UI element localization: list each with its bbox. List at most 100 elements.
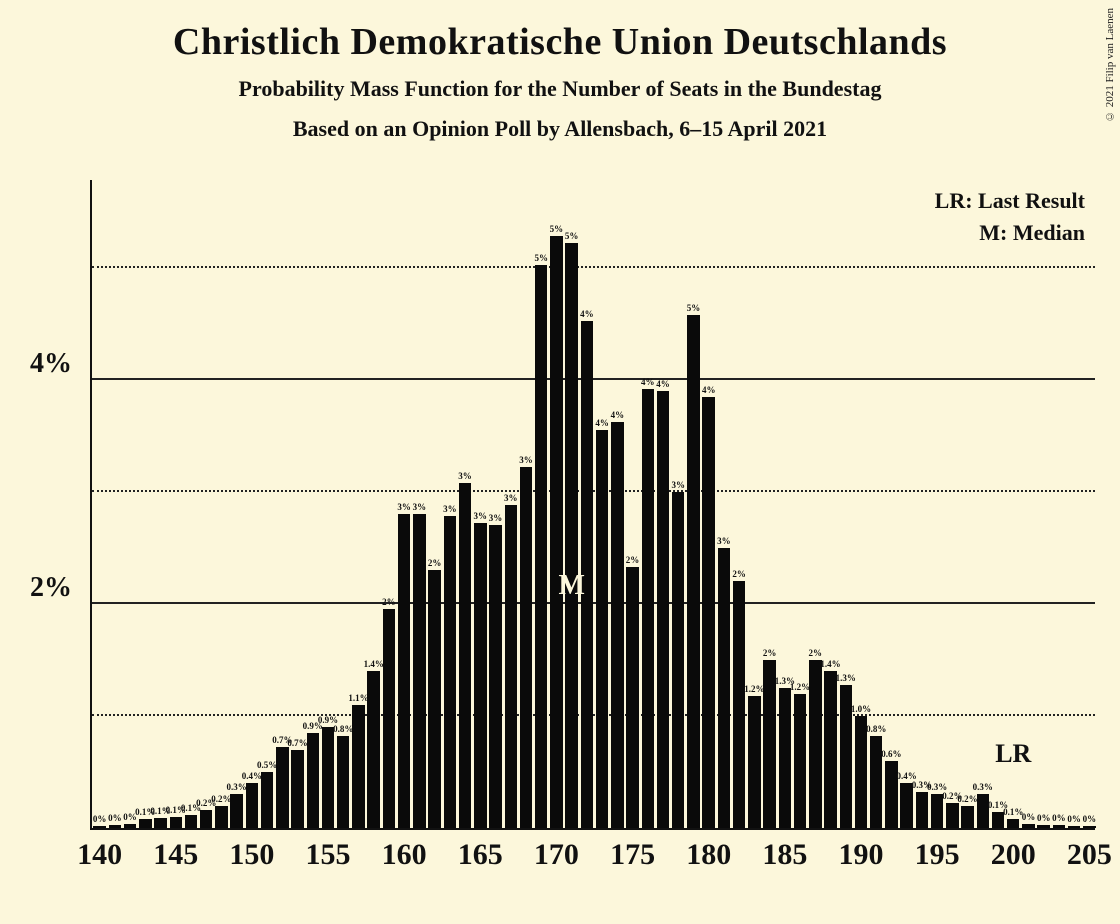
bar: 4% — [657, 391, 669, 828]
bar-value-label: 3% — [458, 471, 472, 481]
bar-value-label: 0.6% — [881, 749, 901, 759]
bar: 0.1% — [154, 818, 166, 828]
bar-value-label: 3% — [504, 493, 518, 503]
bar: 1.2% — [748, 696, 760, 828]
bar-value-label: 0.4% — [242, 771, 262, 781]
bar: 3% — [459, 483, 471, 828]
copyright-text: © 2021 Filip van Laenen — [1104, 8, 1116, 122]
bar: 2% — [809, 660, 821, 828]
x-tick-label: 155 — [306, 838, 351, 872]
bar: 0.2% — [200, 810, 212, 828]
bar-value-label: 0.1% — [1003, 807, 1023, 817]
bar: 0.7% — [291, 750, 303, 828]
bar: 2% — [428, 570, 440, 828]
bar-value-label: 0.8% — [333, 724, 353, 734]
bar: 0.7% — [276, 747, 288, 828]
bar: 0.9% — [307, 733, 319, 828]
bar-value-label: 1.4% — [364, 659, 384, 669]
bar-value-label: 5% — [534, 253, 548, 263]
bar-value-label: 0% — [1037, 813, 1051, 823]
bar-value-label: 2% — [732, 569, 746, 579]
bar-value-label: 0% — [1067, 814, 1081, 824]
bar: 3% — [474, 523, 486, 828]
bar-value-label: 3% — [717, 536, 731, 546]
bars-container: 0%0%0%0.1%0.1%0.1%0.1%0.2%0.2%0.3%0.4%0.… — [92, 180, 1095, 828]
main-title: Christlich Demokratische Union Deutschla… — [0, 20, 1120, 64]
bar-value-label: 0.7% — [287, 738, 307, 748]
bar: 4% — [581, 321, 593, 828]
bar-value-label: 5% — [687, 303, 701, 313]
bar: 3% — [444, 516, 456, 828]
bar: 0.4% — [246, 783, 258, 828]
bar: 4% — [702, 397, 714, 828]
bar: 3% — [505, 505, 517, 828]
bar-value-label: 1.2% — [790, 682, 810, 692]
bar: 1.2% — [794, 694, 806, 828]
x-tick-label: 145 — [153, 838, 198, 872]
subtitle-1: Probability Mass Function for the Number… — [0, 76, 1120, 102]
bar-value-label: 0.2% — [211, 794, 231, 804]
titles-block: Christlich Demokratische Union Deutschla… — [0, 0, 1120, 142]
bar-value-label: 4% — [656, 379, 670, 389]
bar: 0.1% — [139, 819, 151, 828]
bar-value-label: 3% — [443, 504, 457, 514]
bar-value-label: 4% — [595, 418, 609, 428]
bar-value-label: 4% — [641, 377, 655, 387]
bar-value-label: 0.5% — [257, 760, 277, 770]
bar: 2% — [383, 609, 395, 828]
bar-value-label: 1.0% — [851, 704, 871, 714]
y-tick-label: 4% — [30, 348, 72, 380]
bar-value-label: 0% — [1022, 812, 1036, 822]
x-tick-label: 200 — [991, 838, 1036, 872]
bar: 0.1% — [185, 815, 197, 828]
bar-value-label: 5% — [550, 224, 564, 234]
bar: 0.8% — [337, 736, 349, 828]
bar-value-label: 0% — [1052, 813, 1066, 823]
bar-value-label: 4% — [702, 385, 716, 395]
x-tick-label: 190 — [838, 838, 883, 872]
bar: 0.1% — [170, 817, 182, 828]
x-tick-label: 150 — [229, 838, 274, 872]
x-tick-label: 195 — [915, 838, 960, 872]
bar: 4% — [596, 430, 608, 828]
bar-value-label: 3% — [671, 480, 685, 490]
x-tick-label: 205 — [1067, 838, 1112, 872]
bar-value-label: 3% — [519, 455, 533, 465]
plot-region: LR: Last Result M: Median 0%0%0%0.1%0.1%… — [90, 180, 1095, 830]
bar: 0.1% — [1007, 819, 1019, 828]
bar-value-label: 2% — [626, 555, 640, 565]
bar-value-label: 4% — [611, 410, 625, 420]
bar: 2% — [626, 567, 638, 828]
bar: 3% — [520, 467, 532, 828]
bar: 5% — [565, 243, 577, 828]
bar-value-label: 0.3% — [973, 782, 993, 792]
x-tick-label: 170 — [534, 838, 579, 872]
bar: 3% — [672, 492, 684, 828]
bar-value-label: 4% — [580, 309, 594, 319]
bar-value-label: 2% — [428, 558, 442, 568]
x-tick-label: 180 — [686, 838, 731, 872]
subtitle-2: Based on an Opinion Poll by Allensbach, … — [0, 116, 1120, 142]
bar: 0.5% — [261, 772, 273, 828]
bar: 2% — [733, 581, 745, 828]
x-tick-label: 140 — [77, 838, 122, 872]
bar-value-label: 0% — [1083, 814, 1097, 824]
x-tick-label: 185 — [762, 838, 807, 872]
bar-value-label: 3% — [474, 511, 488, 521]
bar-value-label: 1.4% — [820, 659, 840, 669]
bar: 4% — [611, 422, 623, 828]
bar: 1.4% — [824, 671, 836, 828]
bar: 0.2% — [215, 806, 227, 828]
bar: 5% — [535, 265, 547, 828]
bar: 1.4% — [367, 671, 379, 828]
bar: 1.3% — [779, 688, 791, 828]
x-tick-label: 160 — [382, 838, 427, 872]
bar-value-label: 0.3% — [227, 782, 247, 792]
bar: 0.3% — [916, 792, 928, 828]
bar-value-label: 2% — [382, 597, 396, 607]
bar-value-label: 1.1% — [348, 693, 368, 703]
bar-value-label: 3% — [489, 513, 503, 523]
bar: 3% — [398, 514, 410, 828]
chart-area: LR: Last Result M: Median 0%0%0%0.1%0.1%… — [90, 180, 1095, 830]
y-tick-label: 2% — [30, 572, 72, 604]
